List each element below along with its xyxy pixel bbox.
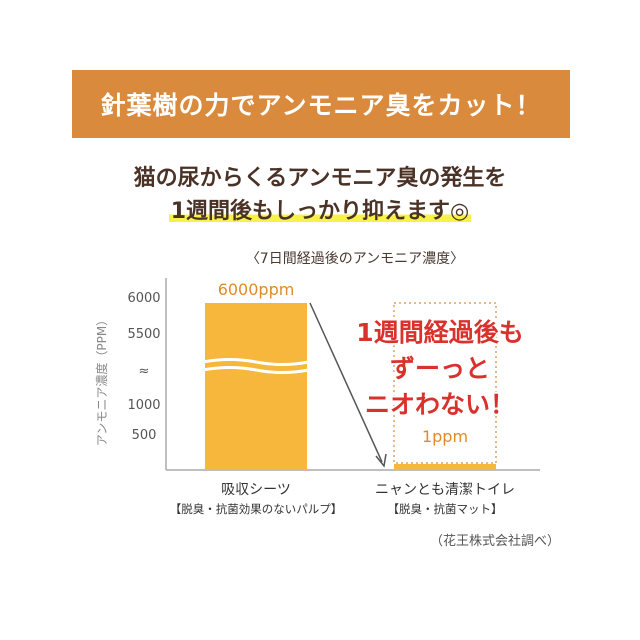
headline-line-2: 1週間後もしっかり抑えます◎ (0, 193, 640, 225)
arrow-line (309, 302, 383, 463)
axis-break-line (202, 366, 310, 374)
arrow-head (375, 453, 387, 468)
bars: 6000ppm 1ppm (202, 280, 497, 470)
y-tick-label: 5500 (127, 327, 160, 342)
header-banner: 針葉樹の力でアンモニア臭をカット！ (72, 70, 570, 138)
category-note: 【脱臭・抗菌効果のないパルプ】 (170, 502, 343, 516)
headline-line-2-text: 1週間後もしっかり抑えます◎ (168, 199, 472, 224)
x-tick-labels: 吸収シーツ【脱臭・抗菌効果のないパルプ】 ニャンとも清潔トイレ【脱臭・抗菌マット】 (170, 482, 515, 516)
category-label: 吸収シーツ (221, 482, 291, 498)
source-note: （花王株式会社調べ） (429, 534, 560, 549)
y-axis-label: アンモニア濃度（PPM） (94, 314, 109, 446)
category-label: ニャンとも清潔トイレ (375, 482, 515, 498)
headline-line-1: 猫の尿からくるアンモニア臭の発生を (133, 166, 507, 191)
chart-title: 〈7日間経過後のアンモニア濃度〉 (246, 251, 464, 267)
bar-value-label: 1ppm (422, 427, 468, 446)
bar-value-label: 6000ppm (218, 280, 295, 299)
y-tick-labels: 6000 5500 ≈1000 500 (127, 291, 160, 443)
annotation-line: ずーっと (390, 354, 490, 383)
y-tick-label: 6000 (127, 291, 160, 306)
annotation-line: ニオわない！ (365, 390, 515, 419)
bar-1 (205, 303, 307, 470)
category-note: 【脱臭・抗菌マット】 (388, 502, 503, 516)
bar-2 (394, 464, 496, 470)
annotation-line: 1週間経過後も (356, 318, 523, 347)
y-tick-label: 500 (132, 428, 157, 443)
y-tick-label: 1000 (127, 398, 160, 413)
dotted-outline (393, 302, 497, 464)
banner-title: 針葉樹の力でアンモニア臭をカット！ (100, 91, 542, 120)
y-tick-label: ≈ (139, 364, 150, 379)
axis-break-line (202, 358, 310, 366)
